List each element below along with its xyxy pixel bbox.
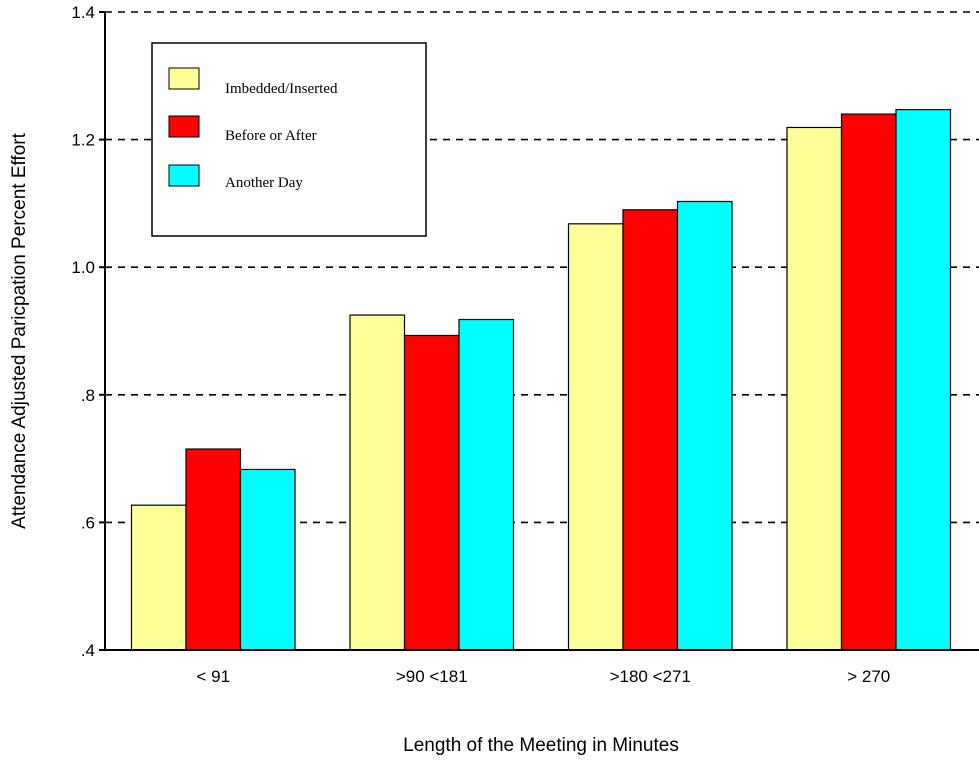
x-tick-label: > 270	[847, 667, 890, 686]
bar-imbedded-inserted-91	[130, 504, 187, 651]
legend: Imbedded/Inserted Before or After Anothe…	[151, 42, 427, 237]
y-tick-label: .8	[81, 386, 95, 405]
bar-before-or-after-91	[185, 448, 242, 651]
x-tick-label: >90 <181	[396, 667, 468, 686]
bar-another-day-91	[239, 468, 296, 651]
y-tick-label: .4	[81, 641, 95, 660]
bar-before-or-after-270	[840, 113, 897, 651]
legend-label-imbedded-inserted: Imbedded/Inserted	[225, 81, 338, 97]
x-tick-label: < 91	[196, 667, 230, 686]
y-ticks: .4 .6 .8 1.0 1.2 1.4	[71, 3, 105, 660]
legend-swatch-imbedded-inserted	[168, 67, 200, 90]
bar-before-or-after-180-271	[622, 209, 679, 651]
axes	[104, 12, 979, 651]
legend-label-another-day: Another Day	[225, 175, 303, 191]
bar-another-day-270	[895, 109, 952, 651]
legend-swatch-another-day	[168, 164, 200, 187]
x-tick-label: >180 <271	[610, 667, 691, 686]
x-axis-title: Length of the Meeting in Minutes	[403, 735, 679, 756]
legend-item-another-day: Another Day	[168, 164, 303, 191]
x-ticks: < 91 >90 <181 >180 <271 > 270	[196, 667, 890, 686]
legend-item-before-or-after: Before or After	[168, 115, 317, 144]
legend-item-imbedded-inserted: Imbedded/Inserted	[168, 67, 338, 97]
bar-before-or-after-90-181	[403, 334, 460, 651]
bar-another-day-90-181	[458, 318, 515, 651]
legend-swatch-before-or-after	[168, 115, 200, 138]
legend-label-before-or-after: Before or After	[225, 128, 317, 144]
bars	[130, 109, 952, 651]
bar-imbedded-inserted-270	[786, 126, 843, 651]
bar-imbedded-inserted-90-181	[349, 314, 406, 651]
y-tick-label: .6	[81, 513, 95, 532]
bar-another-day-180-271	[676, 200, 733, 651]
y-tick-label: 1.4	[71, 3, 95, 22]
bar-imbedded-inserted-180-271	[567, 223, 624, 651]
y-tick-label: 1.2	[71, 131, 95, 150]
y-axis-title: Attendance Adjusted Paricpation Percent …	[9, 132, 30, 528]
y-tick-label: 1.0	[71, 258, 95, 277]
